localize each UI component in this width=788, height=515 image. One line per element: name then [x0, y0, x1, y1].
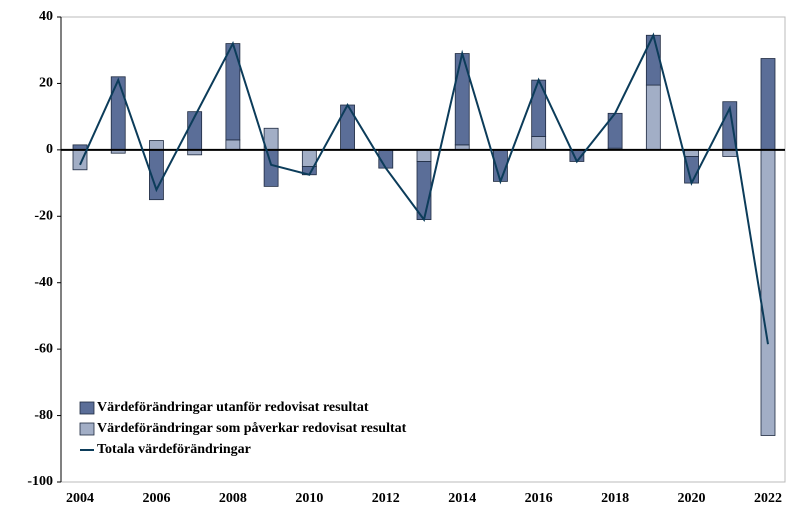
x-tick-label: 2012 — [372, 491, 400, 506]
y-tick-label: -20 — [34, 209, 53, 224]
y-tick-label: 20 — [39, 76, 53, 91]
x-tick-label: 2016 — [525, 491, 553, 506]
bar — [416, 149, 432, 162]
x-tick-label: 2022 — [754, 491, 782, 506]
x-tick-label: 2018 — [601, 491, 629, 506]
bar — [110, 76, 126, 151]
y-tick-label: -40 — [34, 275, 53, 290]
bar — [149, 140, 164, 151]
legend-label: Värdeförändringar som påverkar redovisat… — [97, 421, 407, 436]
y-tick-label: -80 — [34, 408, 53, 423]
legend-swatch — [79, 401, 95, 415]
bar — [225, 139, 241, 151]
y-tick-label: -100 — [27, 474, 53, 489]
y-tick-label: 40 — [39, 9, 53, 24]
x-tick-label: 2004 — [66, 491, 94, 506]
x-tick-label: 2010 — [295, 491, 323, 506]
x-tick-label: 2020 — [678, 491, 706, 506]
y-tick-label: -60 — [34, 341, 53, 356]
x-tick-label: 2008 — [219, 491, 247, 506]
x-tick-label: 2014 — [448, 491, 476, 506]
y-tick-label: 0 — [46, 142, 53, 157]
bar — [416, 161, 432, 221]
total-line — [79, 32, 769, 345]
bar — [645, 84, 661, 151]
bar — [531, 136, 547, 151]
legend-label: Värdeförändringar utanför redovisat resu… — [97, 400, 369, 415]
bar — [760, 149, 776, 436]
bar — [645, 34, 661, 86]
bar — [263, 149, 279, 187]
bar — [760, 58, 776, 151]
x-tick-label: 2006 — [142, 491, 170, 506]
legend-label: Totala värdeförändringar — [97, 442, 251, 457]
legend-swatch — [79, 422, 95, 436]
